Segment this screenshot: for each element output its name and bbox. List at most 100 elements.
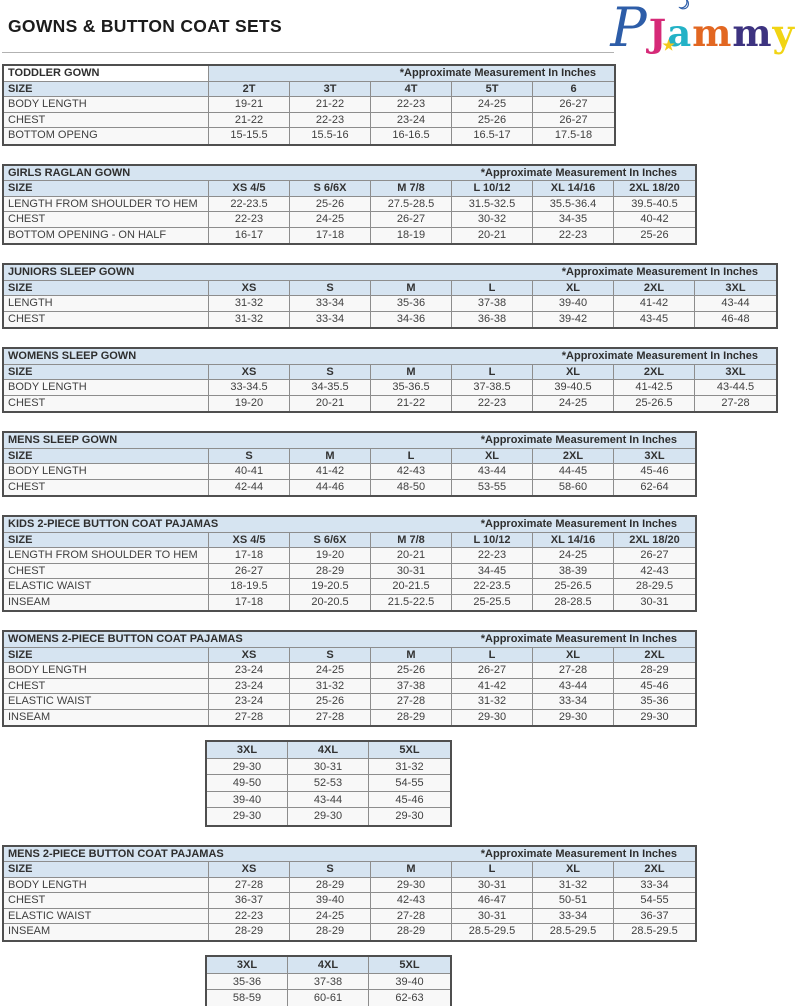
value-cell: 21-22 — [209, 112, 290, 127]
size-cell: 4XL — [288, 742, 369, 758]
size-row: SIZE S M L XL 2XL 3XL — [4, 448, 695, 464]
size-cell: 5T — [452, 81, 533, 96]
extension-data-row: 49-50 52-53 54-55 — [207, 775, 450, 792]
value-cell: 23-24 — [209, 694, 290, 709]
value-cell: 38-39 — [533, 563, 614, 578]
data-row: CHEST 22-23 24-25 26-27 30-32 34-35 40-42 — [4, 212, 695, 228]
value-cell: 22-23 — [452, 395, 533, 411]
logo-letter-a: a — [667, 11, 693, 55]
value-cell: 31.5-32.5 — [452, 196, 533, 211]
value-cell: 40-41 — [209, 464, 290, 479]
extension-data-row: 29-30 30-31 31-32 — [207, 758, 450, 776]
value-cell: 34-45 — [452, 563, 533, 578]
size-cell: 3XL — [695, 280, 776, 295]
value-cell: 21.5-22.5 — [371, 594, 452, 610]
size-cell: M — [371, 364, 452, 379]
value-cell: 36-37 — [209, 893, 290, 908]
size-row-label: SIZE — [4, 181, 209, 196]
measurement-note: *Approximate Measurement In Inches — [561, 350, 758, 362]
size-cell: L — [371, 448, 452, 463]
value-cell: 50-51 — [533, 893, 614, 908]
size-table-womens-2-piece-button-coat-pajamas: WOMENS 2-PIECE BUTTON COAT PAJAMAS *Appro… — [2, 630, 697, 727]
value-cell: 36-38 — [452, 311, 533, 327]
value-cell: 17-18 — [209, 548, 290, 563]
value-cell: 30-31 — [371, 563, 452, 578]
value-cell: 24-25 — [290, 908, 371, 924]
value-cell: 34-36 — [371, 311, 452, 327]
size-cell: 2XL — [533, 448, 614, 463]
table-title-row: WOMENS 2-PIECE BUTTON COAT PAJAMAS *Appro… — [4, 632, 695, 648]
value-cell: 39.5-40.5 — [614, 196, 695, 211]
size-table-mens-2-piece-button-coat-pajamas: MENS 2-PIECE BUTTON COAT PAJAMAS *Approxi… — [2, 844, 697, 942]
size-cell: L — [452, 862, 533, 877]
size-cell: XL 14/16 — [533, 181, 614, 196]
table-title: MENS SLEEP GOWN — [8, 434, 118, 446]
value-cell: 19-20.5 — [290, 579, 371, 594]
value-cell: 23-24 — [371, 112, 452, 127]
logo-star-icon: ★ — [662, 38, 675, 54]
value-cell: 24-25 — [452, 97, 533, 112]
value-cell: 20-21 — [290, 395, 371, 411]
extension-data-row: 35-36 37-38 39-40 — [207, 973, 450, 991]
row-label: LENGTH FROM SHOULDER TO HEM — [4, 548, 209, 563]
size-cell: XL — [452, 448, 533, 463]
table-title: GIRLS RAGLAN GOWN — [8, 166, 131, 179]
data-row: LENGTH 31-32 33-34 35-36 37-38 39-40 41-42 43-4… — [4, 296, 776, 312]
size-row-label: SIZE — [4, 364, 209, 379]
value-cell: 30-31 — [452, 877, 533, 893]
value-cell: 31-32 — [369, 758, 450, 775]
extension-size-row: 3XL 4XL 5XL — [207, 742, 450, 759]
value-cell: 26-27 — [533, 97, 614, 112]
size-row-label: SIZE — [4, 532, 209, 547]
value-cell: 28-29 — [371, 924, 452, 940]
table-title-row: JUNIORS SLEEP GOWN *Approximate Measureme… — [4, 265, 776, 281]
size-cell: XS 4/5 — [209, 181, 290, 196]
row-label: CHEST — [4, 311, 209, 327]
value-cell: 28.5-29.5 — [614, 924, 695, 940]
value-cell: 17-18 — [290, 227, 371, 243]
size-cell: XS 4/5 — [209, 532, 290, 547]
value-cell: 19-20 — [290, 548, 371, 563]
value-cell: 43-44 — [695, 296, 776, 311]
value-cell: 35-36 — [614, 694, 695, 709]
measurement-note: *Approximate Measurement In Inches — [480, 434, 677, 446]
data-row: CHEST 21-22 22-23 23-24 25-26 26-27 — [4, 112, 614, 128]
size-cell: L 10/12 — [452, 181, 533, 196]
size-cell: 5XL — [369, 742, 450, 758]
row-label: LENGTH — [4, 296, 209, 311]
value-cell: 43-44.5 — [695, 380, 776, 395]
value-cell: 26-27 — [209, 563, 290, 578]
value-cell: 26-27 — [533, 112, 614, 127]
size-cell: M — [371, 280, 452, 295]
value-cell: 45-46 — [614, 464, 695, 479]
value-cell: 26-27 — [452, 663, 533, 678]
value-cell: 35-36.5 — [371, 380, 452, 395]
measurement-note: *Approximate Measurement In Inches — [480, 847, 677, 860]
row-label: BODY LENGTH — [4, 97, 209, 112]
row-label: CHEST — [4, 893, 209, 908]
size-row: SIZE XS S M L XL 2XL — [4, 647, 695, 663]
value-cell: 58-59 — [207, 990, 288, 1006]
value-cell: 27-28 — [290, 709, 371, 725]
size-cell: M 7/8 — [371, 181, 452, 196]
size-cell: M — [371, 862, 452, 877]
value-cell: 26-27 — [371, 212, 452, 227]
size-row-label: SIZE — [4, 280, 209, 295]
size-cell: 3XL — [207, 742, 288, 758]
value-cell: 41-42 — [452, 678, 533, 693]
logo-letter-p: P — [610, 0, 647, 59]
value-cell: 39-40 — [290, 893, 371, 908]
data-row: CHEST 31-32 33-34 34-36 36-38 39-42 43-45 46-48 — [4, 311, 776, 327]
size-cell: 2XL 18/20 — [614, 532, 695, 547]
size-cell: S — [209, 448, 290, 463]
size-cell: S 6/6X — [290, 532, 371, 547]
data-row: CHEST 26-27 28-29 30-31 34-45 38-39 42-43 — [4, 563, 695, 579]
value-cell: 33-34.5 — [209, 380, 290, 395]
value-cell: 25-26 — [371, 663, 452, 678]
value-cell: 24-25 — [290, 663, 371, 678]
value-cell: 30-31 — [288, 758, 369, 775]
table-title-row: MENS 2-PIECE BUTTON COAT PAJAMAS *Approxi… — [4, 846, 695, 863]
value-cell: 22-23.5 — [452, 579, 533, 594]
size-cell: 2XL — [614, 280, 695, 295]
